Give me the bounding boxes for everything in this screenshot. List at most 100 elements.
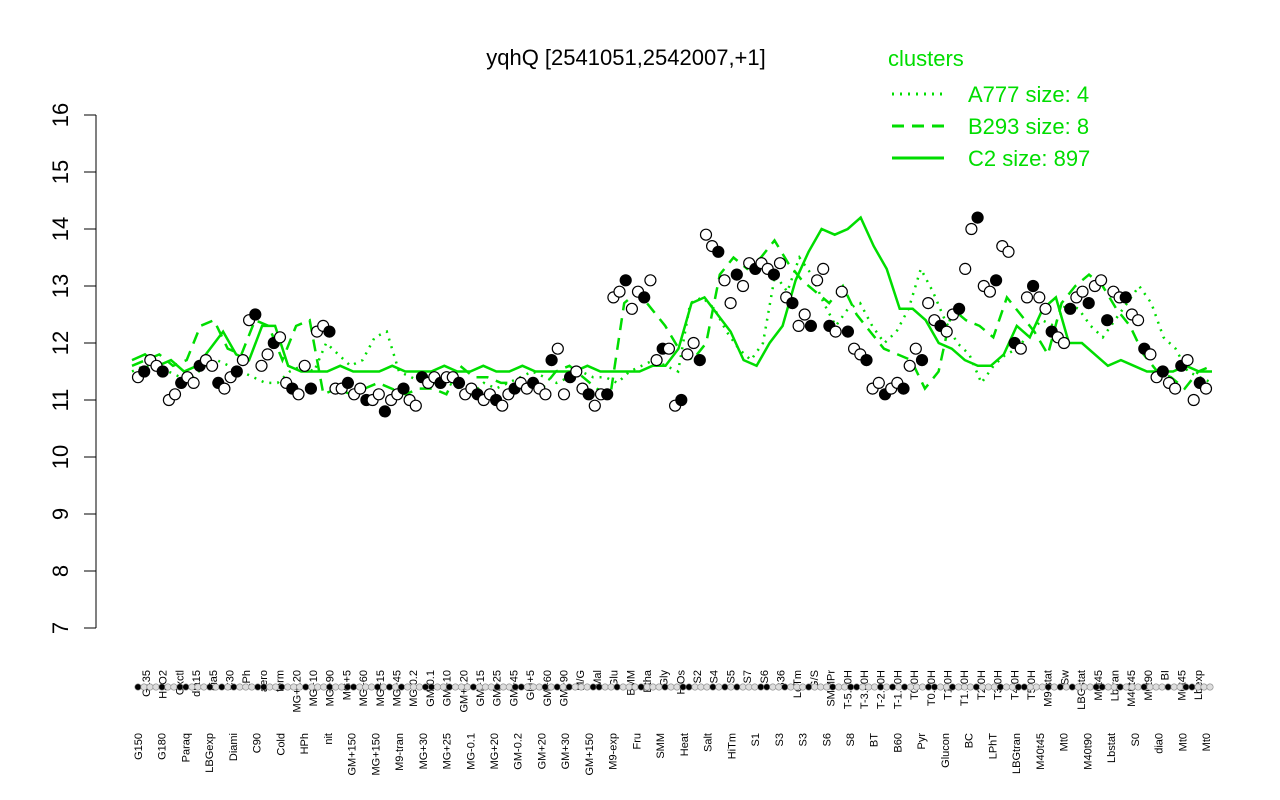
x-marker-dot — [158, 683, 166, 691]
data-point — [354, 382, 367, 395]
x-marker-dot — [1098, 683, 1106, 691]
data-point — [1039, 302, 1052, 315]
x-marker-dot — [1206, 683, 1214, 691]
x-marker-dot — [350, 683, 358, 691]
x-tick-label: Fru — [631, 733, 643, 750]
x-marker-dot — [966, 683, 974, 691]
x-marker-dot — [1188, 683, 1196, 691]
x-marker-dot — [787, 683, 795, 691]
x-marker-dot — [805, 683, 813, 691]
x-tick-label: T-5.40H — [842, 670, 854, 709]
x-marker-dot — [895, 683, 903, 691]
data-point — [1026, 279, 1040, 293]
x-marker-dot — [481, 683, 489, 691]
x-marker-dot — [589, 683, 597, 691]
x-marker-dot — [1044, 683, 1052, 691]
x-tick-label: S8 — [845, 733, 857, 746]
x-tick-label: T4.0H — [1009, 670, 1021, 700]
x-marker-dot — [769, 683, 777, 691]
x-tick-label: nit — [323, 733, 335, 745]
x-tick-label: Paraq — [181, 733, 193, 762]
x-marker-dot — [883, 683, 891, 691]
x-marker-dot — [188, 683, 196, 691]
points-layer — [131, 211, 1213, 418]
x-marker-dot — [757, 683, 765, 691]
x-marker-dot — [823, 683, 831, 691]
data-point — [798, 308, 811, 321]
x-marker-dot — [918, 683, 926, 691]
x-tick-label: S3 — [798, 733, 810, 746]
data-point — [206, 359, 219, 372]
x-tick-label: LBGexp — [204, 733, 216, 773]
data-point — [496, 399, 509, 412]
data-point — [557, 388, 571, 401]
x-marker-dot — [344, 683, 352, 691]
x-marker-dot — [421, 683, 429, 691]
data-point — [1156, 365, 1169, 378]
series-line-dashed — [131, 238, 1213, 397]
y-tick-label: 7 — [48, 622, 73, 634]
x-marker-dot — [493, 683, 501, 691]
x-tick-label: Gly — [659, 670, 671, 687]
x-marker-dot — [649, 683, 657, 691]
data-point — [1033, 291, 1046, 304]
x-marker-dot — [763, 683, 771, 691]
x-marker-dot — [625, 683, 633, 691]
data-point — [249, 308, 262, 321]
x-tick-label: dia0 — [1154, 733, 1166, 754]
x-marker-dot — [1146, 683, 1154, 691]
x-tick-label: MG+30 — [418, 733, 430, 769]
x-marker-dot — [445, 683, 453, 691]
x-marker-dot — [374, 683, 382, 691]
x-marker-dot — [954, 683, 962, 691]
x-marker-dot — [601, 683, 609, 691]
data-point — [983, 285, 997, 298]
x-tick-label: Diami — [228, 733, 240, 761]
x-marker-dot — [679, 683, 687, 691]
data-point — [1144, 348, 1157, 361]
data-point — [922, 297, 935, 310]
data-point — [452, 376, 466, 389]
data-point — [841, 325, 855, 338]
data-point — [712, 245, 725, 258]
x-marker-dot — [326, 683, 334, 691]
x-tick-label: M9-tran — [394, 733, 406, 771]
x-tick-label: S1 — [750, 733, 762, 746]
x-marker-dot — [799, 683, 807, 691]
data-point — [1002, 245, 1015, 258]
x-marker-dot — [1170, 683, 1178, 691]
data-point — [897, 382, 910, 395]
data-point — [810, 274, 824, 287]
x-marker-dot — [332, 683, 340, 691]
x-marker-dot — [930, 683, 938, 691]
data-point — [539, 388, 552, 401]
x-marker-dot — [565, 683, 573, 691]
data-point — [588, 399, 601, 412]
x-marker-dot — [1116, 683, 1124, 691]
x-marker-dot — [817, 683, 825, 691]
x-marker-dot — [457, 683, 465, 691]
x-tick-label: BMM — [625, 670, 637, 696]
x-tick-label: T-3.40H — [859, 670, 871, 709]
x-marker-dot — [1104, 683, 1112, 691]
x-tick-label: Glu — [609, 670, 621, 687]
data-point — [570, 365, 583, 378]
x-marker-dot — [655, 683, 663, 691]
x-marker-dot — [996, 683, 1004, 691]
data-point — [909, 342, 922, 355]
x-marker-dot — [745, 683, 753, 691]
data-point — [792, 319, 805, 332]
x-marker-dot — [1020, 683, 1028, 691]
data-point — [767, 268, 781, 281]
data-point — [1057, 336, 1071, 350]
data-point — [1064, 302, 1077, 315]
x-marker-dot — [637, 683, 645, 691]
x-tick-label: S3 — [774, 733, 786, 746]
x-marker-dot — [409, 683, 417, 691]
y-tick-label: 9 — [48, 508, 73, 520]
data-point — [1187, 393, 1200, 407]
x-marker-dot — [829, 683, 837, 691]
x-marker-dot — [1086, 683, 1094, 691]
chart-title: yqhQ [2541051,2542007,+1] — [486, 45, 766, 70]
